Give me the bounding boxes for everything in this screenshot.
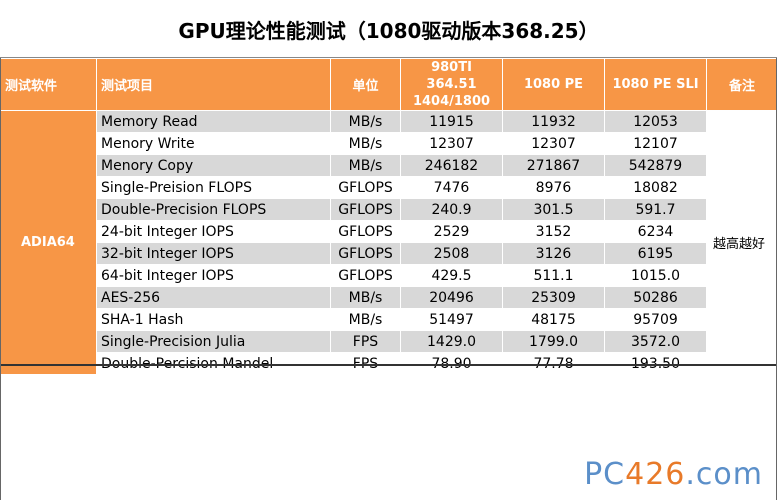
watermark-text: PC426.com — [584, 457, 763, 492]
table-row: Single-Precision Julia FPS 1429.0 1799.0… — [1, 330, 777, 353]
note-cell: 越高越好 — [706, 110, 777, 375]
watermark-part3: .com — [685, 457, 763, 492]
header-row: 测试软件 测试项目 单位 980TI 364.51 1404/1800 1080… — [0, 58, 777, 111]
value-1080pe-sli: 591.7 — [604, 198, 707, 221]
value-1080pe: 25309 — [502, 286, 605, 309]
unit-cell: MB/s — [330, 110, 401, 133]
value-1080pe-sli: 6234 — [604, 220, 707, 243]
table-row: Double-Percision Mandel FPS 78.90 77.78 … — [1, 352, 777, 375]
value-1080pe-sli: 3572.0 — [604, 330, 707, 353]
value-1080pe: 3126 — [502, 242, 605, 265]
value-980ti: 2529 — [400, 220, 503, 243]
value-1080pe-sli: 95709 — [604, 308, 707, 331]
table-bottom-border — [0, 364, 777, 366]
benchmark-table: 测试软件 测试项目 单位 980TI 364.51 1404/1800 1080… — [0, 58, 777, 375]
value-980ti: 11915 — [400, 110, 503, 133]
value-1080pe: 77.78 — [502, 352, 605, 375]
value-1080pe-sli: 12053 — [604, 110, 707, 133]
value-980ti: 2508 — [400, 242, 503, 265]
header-980ti-line2: 1404/1800 — [412, 94, 491, 109]
unit-cell: MB/s — [330, 286, 401, 309]
table-row: ADIA64 Memory Read MB/s 11915 11932 1205… — [0, 110, 777, 375]
page-title: GPU理论性能测试（1080驱动版本368.25） — [0, 0, 777, 58]
divider — [0, 57, 777, 58]
item-cell: Menory Write — [96, 132, 331, 155]
table-row: AES-256 MB/s 20496 25309 50286 — [1, 286, 777, 309]
unit-cell: MB/s — [330, 132, 401, 155]
item-cell: 24-bit Integer IOPS — [96, 220, 331, 243]
unit-cell: GFLOPS — [330, 242, 401, 265]
unit-cell: FPS — [330, 330, 401, 353]
value-980ti: 20496 — [400, 286, 503, 309]
value-1080pe: 1799.0 — [502, 330, 605, 353]
header-1080pe-sli: 1080 PE SLI — [604, 58, 707, 111]
value-1080pe-sli: 18082 — [604, 176, 707, 199]
value-1080pe-sli: 50286 — [604, 286, 707, 309]
table-row: Menory Copy MB/s 246182 271867 542879 — [1, 154, 777, 177]
software-cell: ADIA64 — [0, 110, 97, 375]
table-row: SHA-1 Hash MB/s 51497 48175 95709 — [1, 308, 777, 331]
table-row: 24-bit Integer IOPS GFLOPS 2529 3152 623… — [1, 220, 777, 243]
item-cell: 64-bit Integer IOPS — [96, 264, 331, 287]
value-1080pe-sli: 12107 — [604, 132, 707, 155]
header-980ti: 980TI 364.51 1404/1800 — [400, 58, 503, 111]
header-unit: 单位 — [330, 58, 401, 111]
value-1080pe: 511.1 — [502, 264, 605, 287]
value-1080pe: 8976 — [502, 176, 605, 199]
value-980ti: 7476 — [400, 176, 503, 199]
unit-cell: GFLOPS — [330, 176, 401, 199]
header-note: 备注 — [706, 58, 777, 111]
table-row: Double-Precision FLOPS GFLOPS 240.9 301.… — [1, 198, 777, 221]
header-980ti-line1: 980TI 364.51 — [426, 60, 477, 92]
value-1080pe-sli: 542879 — [604, 154, 707, 177]
value-1080pe: 301.5 — [502, 198, 605, 221]
watermark-logo: PC426.com — [584, 457, 763, 492]
table-body: ADIA64 Memory Read MB/s 11915 11932 1205… — [0, 110, 777, 375]
header-item: 测试项目 — [96, 58, 331, 111]
item-cell: Double-Precision FLOPS — [96, 198, 331, 221]
item-cell: Menory Copy — [96, 154, 331, 177]
item-cell: Single-Preision FLOPS — [96, 176, 331, 199]
value-980ti: 429.5 — [400, 264, 503, 287]
value-1080pe-sli: 193.50 — [604, 352, 707, 375]
watermark-part2: 426 — [625, 457, 686, 492]
table-row: Menory Write MB/s 12307 12307 12107 — [1, 132, 777, 155]
value-1080pe-sli: 6195 — [604, 242, 707, 265]
frame-left-border — [0, 58, 1, 500]
value-980ti: 240.9 — [400, 198, 503, 221]
item-cell: 32-bit Integer IOPS — [96, 242, 331, 265]
item-cell: Single-Precision Julia — [96, 330, 331, 353]
value-1080pe: 11932 — [502, 110, 605, 133]
unit-cell: MB/s — [330, 308, 401, 331]
item-cell: SHA-1 Hash — [96, 308, 331, 331]
value-980ti: 78.90 — [400, 352, 503, 375]
unit-cell: GFLOPS — [330, 198, 401, 221]
table-row: 64-bit Integer IOPS GFLOPS 429.5 511.1 1… — [1, 264, 777, 287]
item-cell: Memory Read — [96, 110, 331, 133]
item-cell: Double-Percision Mandel — [96, 352, 331, 375]
header-1080pe: 1080 PE — [502, 58, 605, 111]
value-1080pe: 3152 — [502, 220, 605, 243]
value-1080pe: 12307 — [502, 132, 605, 155]
header-software: 测试软件 — [0, 58, 97, 111]
value-980ti: 51497 — [400, 308, 503, 331]
value-980ti: 246182 — [400, 154, 503, 177]
item-cell: AES-256 — [96, 286, 331, 309]
value-980ti: 12307 — [400, 132, 503, 155]
table-row: 32-bit Integer IOPS GFLOPS 2508 3126 619… — [1, 242, 777, 265]
unit-cell: GFLOPS — [330, 220, 401, 243]
table-row: Single-Preision FLOPS GFLOPS 7476 8976 1… — [1, 176, 777, 199]
unit-cell: GFLOPS — [330, 264, 401, 287]
unit-cell: MB/s — [330, 154, 401, 177]
value-1080pe: 271867 — [502, 154, 605, 177]
watermark-part1: PC — [584, 457, 626, 492]
value-980ti: 1429.0 — [400, 330, 503, 353]
value-1080pe: 48175 — [502, 308, 605, 331]
unit-cell: FPS — [330, 352, 401, 375]
value-1080pe-sli: 1015.0 — [604, 264, 707, 287]
